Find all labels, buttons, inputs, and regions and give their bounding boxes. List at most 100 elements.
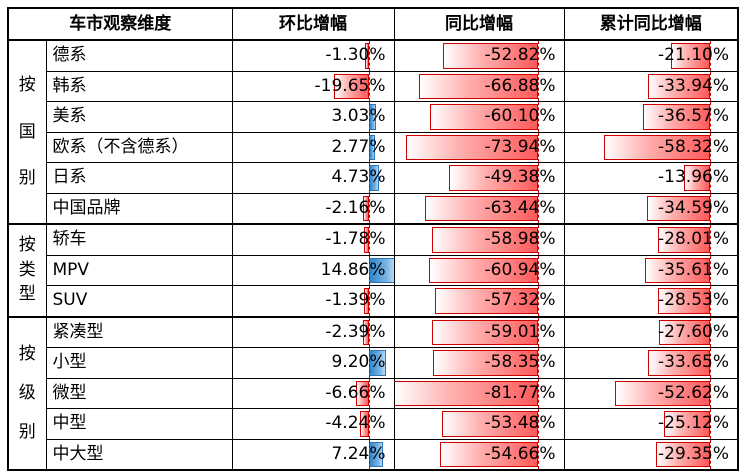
cell-value: -58.35%	[484, 352, 556, 372]
yoy-growth-cell: -57.32%	[393, 285, 565, 317]
header-mom-growth: 环比增幅	[231, 7, 395, 41]
table-row: 按级别紧凑型 -2.39% -59.01% -27.60%	[7, 315, 739, 471]
cell-value: -60.10%	[484, 106, 556, 126]
category-cell: 德系	[45, 39, 233, 72]
databar-axis-line	[710, 255, 712, 285]
cell-value: -66.88%	[484, 75, 556, 96]
positive-databar	[368, 257, 393, 283]
yoy-growth-cell: -58.98%	[393, 223, 565, 256]
cell-value: -73.94%	[484, 136, 556, 157]
cumulative-yoy-growth-cell: -28.01%	[563, 223, 739, 256]
yoy-growth-cell: -59.01%	[393, 315, 565, 348]
negative-databar	[648, 350, 711, 376]
databar-axis-line	[537, 132, 539, 162]
databar-axis-line	[537, 226, 539, 254]
negative-databar	[604, 134, 711, 160]
cell-value: -52.62%	[658, 382, 729, 403]
table-row: 韩系 -19.65% -66.88% -33.94%	[8, 70, 739, 102]
cell-value: -19.65%	[314, 75, 386, 96]
category-cell: 韩系	[45, 70, 233, 102]
databar-axis-line	[710, 194, 712, 223]
cell-value: -4.24%	[325, 413, 386, 433]
negative-databar	[683, 165, 711, 191]
header-cumulative-yoy-growth: 累计同比增幅	[563, 7, 739, 41]
category-cell: 美系	[45, 101, 233, 133]
cumulative-yoy-growth-cell: -29.35%	[563, 438, 739, 471]
cell-value: -57.32%	[484, 290, 556, 310]
cell-value: -6.66%	[325, 382, 386, 403]
cell-value: -1.78%	[325, 229, 386, 249]
databar-axis-line	[368, 226, 370, 254]
header-row: 车市观察维度 环比增幅 同比增幅 累计同比增幅	[7, 7, 739, 41]
yoy-growth-cell: -53.48%	[393, 408, 565, 440]
category-cell: SUV	[45, 285, 233, 317]
databar-axis-line	[710, 163, 712, 193]
yoy-growth-cell: -60.10%	[393, 101, 565, 133]
cell-value: -58.32%	[658, 136, 729, 157]
cell-value: 4.73%	[331, 167, 386, 187]
yoy-growth-cell: -49.38%	[393, 162, 565, 194]
cell-value: -33.65%	[658, 352, 729, 372]
mom-growth-cell: -19.65%	[231, 70, 395, 102]
cell-value: -34.59%	[658, 197, 729, 218]
databar-axis-line	[368, 194, 370, 223]
databar-axis-line	[368, 132, 370, 162]
row-group-label: 按类型	[7, 223, 47, 317]
category-cell: MPV	[45, 254, 233, 286]
mom-growth-cell: -1.39%	[231, 285, 395, 317]
table-row: 美系 3.03% -60.10% -36.57%	[8, 101, 739, 133]
negative-databar	[395, 380, 538, 406]
cumulative-yoy-growth-cell: -34.59%	[563, 192, 739, 225]
mom-growth-cell: -4.24%	[231, 408, 395, 440]
negative-databar	[443, 43, 538, 69]
category-cell: 紧凑型	[45, 315, 233, 348]
negative-databar	[644, 257, 711, 283]
cumulative-yoy-growth-cell: -21.10%	[563, 39, 739, 72]
databar-axis-line	[537, 409, 539, 439]
yoy-growth-cell: -81.77%	[393, 377, 565, 409]
cell-value: 7.24%	[331, 443, 386, 464]
table-row: 小型 9.20% -58.35% -33.65%	[8, 347, 739, 379]
databar-axis-line	[710, 42, 712, 70]
cell-value: -49.38%	[484, 167, 556, 187]
cell-value: 9.20%	[331, 352, 386, 372]
category-cell: 微型	[45, 377, 233, 409]
negative-databar	[364, 288, 369, 314]
databar-axis-line	[710, 348, 712, 378]
negative-databar	[432, 227, 538, 253]
header-yoy-growth: 同比增幅	[393, 7, 565, 41]
cumulative-yoy-growth-cell: -35.61%	[563, 254, 739, 286]
cumulative-yoy-growth-cell: -25.12%	[563, 408, 739, 440]
databar-axis-line	[537, 255, 539, 285]
table-row: 微型 -6.66% -81.77% -52.62%	[8, 377, 739, 409]
cell-value: -60.94%	[484, 259, 556, 280]
databar-axis-line	[368, 318, 370, 347]
table-row: 欧系（不含德系） 2.77% -73.94% -58.32%	[8, 131, 739, 163]
cell-value: -81.77%	[484, 382, 556, 403]
negative-databar	[355, 380, 369, 406]
databar-axis-line	[710, 226, 712, 254]
negative-databar	[430, 104, 538, 130]
yoy-growth-cell: -63.44%	[393, 192, 565, 225]
mom-growth-cell: -1.78%	[231, 223, 395, 256]
cell-value: 2.77%	[331, 136, 386, 157]
cumulative-yoy-growth-cell: -13.96%	[563, 162, 739, 194]
cell-value: -53.48%	[484, 413, 556, 433]
table-row: 中大型 7.24% -54.66% -29.35%	[8, 438, 739, 471]
cell-value: -52.82%	[484, 45, 556, 65]
cell-value: -1.39%	[325, 290, 386, 310]
table-row: 中型 -4.24% -53.48% -25.12%	[8, 408, 739, 440]
mom-growth-cell: 2.77%	[231, 131, 395, 163]
databar-axis-line	[368, 348, 370, 378]
cell-value: 14.86%	[320, 259, 386, 280]
cell-value: -28.53%	[658, 290, 729, 310]
table-row: MPV 14.86% -60.94% -35.61%	[8, 254, 739, 286]
cell-value: -28.01%	[658, 229, 729, 249]
category-cell: 中型	[45, 408, 233, 440]
negative-databar	[363, 195, 369, 221]
databar-axis-line	[368, 286, 370, 316]
negative-databar	[364, 43, 369, 69]
databar-axis-line	[368, 255, 370, 285]
cell-value: -29.35%	[658, 443, 729, 464]
databar-axis-line	[368, 163, 370, 193]
